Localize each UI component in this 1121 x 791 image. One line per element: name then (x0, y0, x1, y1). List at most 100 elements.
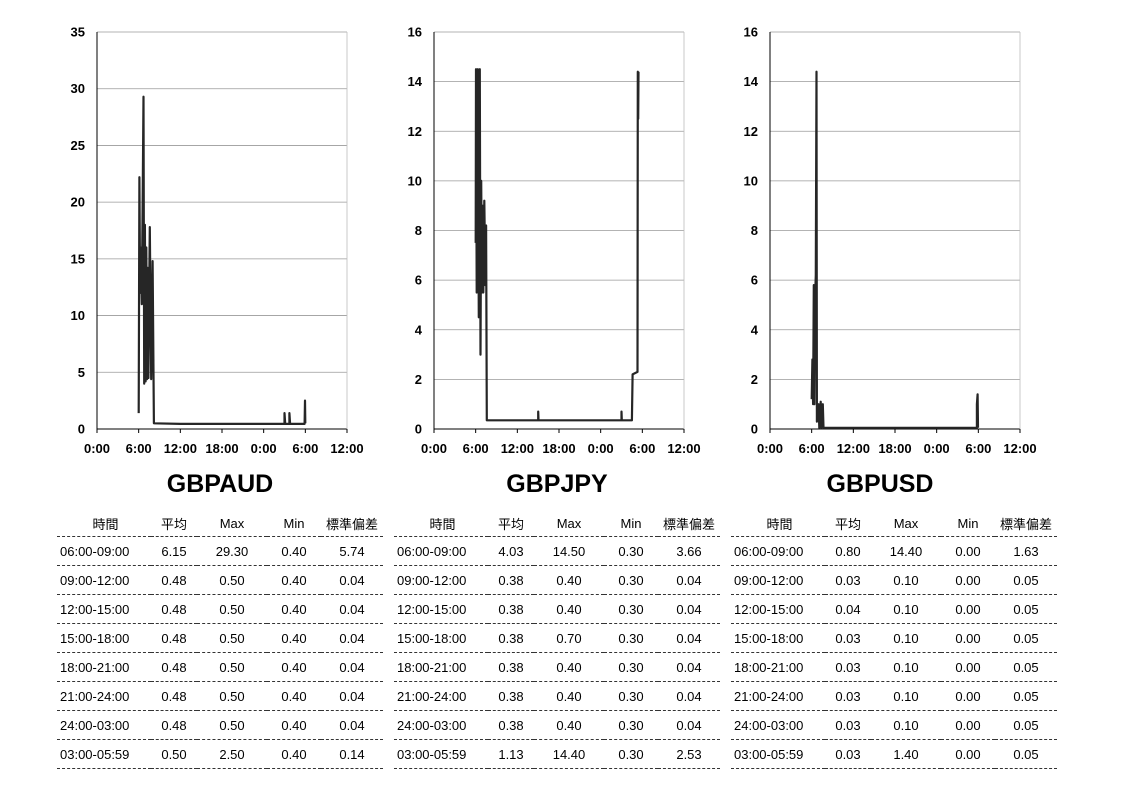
table-row: 06:00-09:00 0.80 14.40 0.00 1.63 (731, 536, 1057, 566)
chart-title-gbpusd: GBPUSD (826, 470, 934, 498)
table-cell: 0.40 (534, 710, 604, 740)
column-header: 平均 (497, 516, 524, 532)
gbpusd-series-line (810, 70, 980, 429)
table-cell: 0.30 (604, 594, 658, 624)
table-cell: 0.40 (267, 739, 321, 769)
gbpjpy-x-tick-label: 6:00 (629, 441, 655, 456)
table-row: 15:00-18:00 0.38 0.70 0.30 0.04 (394, 623, 720, 653)
table-row: 24:00-03:00 0.38 0.40 0.30 0.04 (394, 710, 720, 740)
gbpusd-y-tick-label: 14 (744, 74, 759, 89)
table-cell: 0.04 (658, 565, 720, 595)
table-cell: 0.03 (825, 652, 871, 682)
gbpaud-y-tick-label: 20 (71, 195, 85, 210)
table-cell: 03:00-05:59 (57, 739, 151, 769)
table-cell: 18:00-21:00 (57, 652, 151, 682)
table-cell: 5.74 (321, 536, 383, 566)
gbpusd-header-row: 時間 平均 Max Min 標準偏差 (731, 510, 1057, 537)
table-cell: 0.48 (151, 652, 197, 682)
column-header: 時間 (92, 516, 119, 532)
table-cell: 0.00 (941, 623, 995, 653)
gbpusd-x-tick-label: 12:00 (837, 441, 870, 456)
gbpjpy-x-tick-label: 0:00 (588, 441, 614, 456)
gbpaud-x-tick-label: 12:00 (164, 441, 197, 456)
table-cell: 0.40 (267, 536, 321, 566)
table-cell: 0.30 (604, 565, 658, 595)
table-cell: 0.30 (604, 652, 658, 682)
table-row: 12:00-15:00 0.04 0.10 0.00 0.05 (731, 594, 1057, 624)
table-cell: 0.00 (941, 565, 995, 595)
table-row: 09:00-12:00 0.38 0.40 0.30 0.04 (394, 565, 720, 595)
table-cell: 09:00-12:00 (394, 565, 488, 595)
table-cell: 1.13 (488, 739, 534, 769)
table-cell: 0.03 (825, 681, 871, 711)
table-cell: 0.04 (658, 594, 720, 624)
table-cell: 0.30 (604, 710, 658, 740)
table-cell: 0.04 (321, 652, 383, 682)
table-row: 12:00-15:00 0.38 0.40 0.30 0.04 (394, 594, 720, 624)
column-header: Min (957, 515, 979, 531)
table-cell: 09:00-12:00 (57, 565, 151, 595)
table-cell: 21:00-24:00 (731, 681, 825, 711)
table-cell: 24:00-03:00 (57, 710, 151, 740)
table-row: 06:00-09:00 6.15 29.30 0.40 5.74 (57, 536, 383, 566)
gbpaud-y-tick-label: 30 (71, 81, 85, 96)
column-header: 標準偏差 (999, 516, 1052, 532)
gbpusd-x-tick-label: 6:00 (799, 441, 825, 456)
table-cell: 15:00-18:00 (57, 623, 151, 653)
table-cell: 0.03 (825, 623, 871, 653)
table-cell: 0.10 (871, 594, 941, 624)
table-cell: 0.10 (871, 681, 941, 711)
table-cell: 0.00 (941, 681, 995, 711)
table-cell: 0.05 (995, 681, 1057, 711)
table-cell: 0.00 (941, 536, 995, 566)
table-cell: 0.38 (488, 681, 534, 711)
table-row: 21:00-24:00 0.38 0.40 0.30 0.04 (394, 681, 720, 711)
table-cell: 0.10 (871, 623, 941, 653)
table-cell: 0.04 (658, 623, 720, 653)
table-cell: 0.38 (488, 623, 534, 653)
gbpaud-y-tick-label: 0 (78, 422, 85, 437)
table-cell: 0.40 (534, 565, 604, 595)
table-cell: 0.40 (534, 594, 604, 624)
gbpjpy-y-tick-label: 0 (415, 422, 422, 437)
table-cell: 0.48 (151, 710, 197, 740)
gbpjpy-y-tick-label: 16 (408, 25, 422, 40)
column-header: Max (219, 515, 245, 531)
table-cell: 4.03 (488, 536, 534, 566)
table-cell: 15:00-18:00 (394, 623, 488, 653)
table-cell: 21:00-24:00 (57, 681, 151, 711)
gbpaud-x-tick-label: 0:00 (251, 441, 277, 456)
table-cell: 0.04 (321, 594, 383, 624)
table-cell: 09:00-12:00 (731, 565, 825, 595)
table-cell: 0.40 (267, 623, 321, 653)
table-cell: 0.14 (321, 739, 383, 769)
gbpaud-y-tick-label: 15 (71, 251, 85, 266)
table-cell: 0.04 (825, 594, 871, 624)
table-cell: 0.05 (995, 565, 1057, 595)
table-cell: 0.70 (534, 623, 604, 653)
gbpjpy-header-row: 時間 平均 Max Min 標準偏差 (394, 510, 720, 537)
table-cell: 24:00-03:00 (394, 710, 488, 740)
table-cell: 0.40 (267, 594, 321, 624)
table-cell: 0.03 (825, 710, 871, 740)
table-cell: 1.40 (871, 739, 941, 769)
table-row: 18:00-21:00 0.38 0.40 0.30 0.04 (394, 652, 720, 682)
gbpusd-x-tick-label: 6:00 (965, 441, 991, 456)
gbpaud-series-line (137, 95, 307, 425)
table-cell: 0.30 (604, 536, 658, 566)
gbpjpy-x-tick-label: 12:00 (501, 441, 534, 456)
table-row: 12:00-15:00 0.48 0.50 0.40 0.04 (57, 594, 383, 624)
chart-title-gbpjpy: GBPJPY (506, 470, 608, 498)
gbpaud-y-tick-label: 5 (78, 365, 85, 380)
column-header: 時間 (429, 516, 456, 532)
table-cell: 0.00 (941, 652, 995, 682)
table-cell: 14.40 (534, 739, 604, 769)
table-cell: 0.04 (658, 710, 720, 740)
gbpjpy-series-line (474, 68, 640, 422)
table-cell: 0.40 (267, 565, 321, 595)
gbpjpy-y-tick-label: 4 (415, 322, 423, 337)
table-row: 09:00-12:00 0.48 0.50 0.40 0.04 (57, 565, 383, 595)
gbpusd-y-tick-label: 12 (744, 124, 758, 139)
table-cell: 0.30 (604, 681, 658, 711)
column-header: Min (620, 515, 642, 531)
